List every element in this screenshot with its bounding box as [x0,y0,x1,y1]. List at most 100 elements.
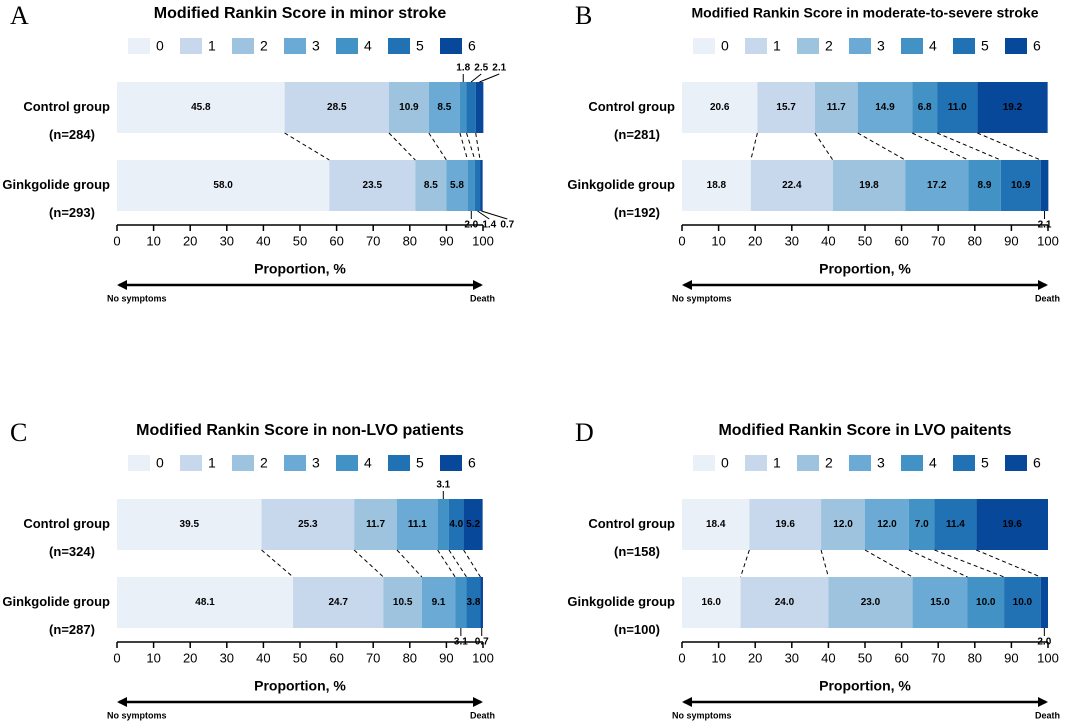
legend-swatch [849,38,871,54]
bar-segment [828,577,913,628]
value-label: 18.8 [707,180,727,191]
value-label: 11.4 [946,519,965,530]
legend-label: 5 [416,38,424,54]
bar-segment [415,160,447,211]
legend-swatch [336,38,358,54]
value-label: 2.5 [474,63,488,74]
legend-swatch [1005,38,1027,54]
x-tick-label: 60 [894,233,908,248]
x-tick-label: 90 [1004,233,1018,248]
bar-segment [448,499,464,550]
connector [814,132,834,161]
value-label: 9.1 [432,597,446,608]
leader-line [470,73,482,83]
annotation: No symptoms [672,710,732,720]
value-label: 5.8 [450,180,464,191]
value-label: 48.1 [195,597,215,608]
x-tick-label: 10 [711,650,725,665]
annotation: Death [1035,710,1060,720]
bar-segment [467,160,475,211]
value-label: 39.5 [180,519,200,530]
bar-segment [757,82,815,133]
value-label: 5.2 [466,519,480,530]
annotation: No symptoms [107,710,167,720]
value-label: 12.0 [833,519,853,530]
value-label: 11.0 [948,102,967,113]
legend-label: 1 [773,38,781,54]
x-tick-label: 0 [678,650,685,665]
panel-letter: D [575,418,594,447]
connector [911,132,969,161]
x-tick-label: 70 [931,650,945,665]
x-tick-label: 30 [785,233,799,248]
category-label: Ginkgolide group [2,594,110,609]
bar-segment [832,160,906,211]
bar-segment [682,160,751,211]
bar-segment [474,160,481,211]
bar-segment [1040,577,1048,628]
x-tick-label: 20 [183,233,197,248]
legend-label: 4 [364,38,372,54]
leader-line [481,210,508,220]
connector [353,549,384,578]
bar-segment [977,82,1048,133]
category-note: (n=284) [49,127,95,142]
x-tick-label: 80 [403,650,417,665]
bar-segment [117,499,262,550]
legend-label: 0 [721,455,729,471]
bar-segment [421,577,456,628]
x-axis-label: Proportion, % [819,678,911,694]
value-label: 1.4 [482,220,496,231]
legend-label: 4 [929,38,937,54]
bar-segment [354,499,397,550]
bar-segment [1000,160,1041,211]
chart-title: Modified Rankin Score in moderate-to-sev… [692,5,1039,21]
connector [864,549,913,578]
x-tick-label: 100 [472,233,494,248]
x-tick-label: 20 [748,650,762,665]
bar-segment [905,160,969,211]
value-label: 25.3 [298,519,318,530]
legend-label: 6 [1033,38,1041,54]
connector [396,549,423,578]
legend-swatch [901,455,923,471]
x-tick-label: 70 [366,233,380,248]
x-tick-label: 50 [858,233,872,248]
legend-swatch [440,455,462,471]
legend-swatch [180,38,202,54]
x-tick-label: 60 [894,650,908,665]
value-label: 16.0 [702,597,722,608]
category-label: Control group [588,99,675,114]
x-tick-label: 90 [439,233,453,248]
x-tick-label: 90 [439,650,453,665]
value-label: 19.8 [859,180,879,191]
bar-segment [908,499,935,550]
legend-swatch [128,38,150,54]
connector [908,549,968,578]
bar-segment [293,577,384,628]
category-label: Ginkgolide group [567,594,675,609]
bar-segment [682,82,758,133]
x-tick-label: 70 [931,233,945,248]
value-label: 10.5 [393,597,413,608]
annotation: Death [470,293,495,303]
value-label: 3.1 [436,480,450,491]
x-tick-label: 20 [183,650,197,665]
legend-label: 4 [364,455,372,471]
bar-segment [117,577,294,628]
legend-swatch [284,455,306,471]
legend-swatch [953,38,975,54]
leader-line [477,210,490,220]
legend-swatch [1005,455,1027,471]
legend-label: 3 [312,455,320,471]
value-label: 19.6 [775,519,795,530]
connector [261,549,294,578]
category-note: (n=100) [614,622,660,637]
bar-segment [463,499,483,550]
legend-swatch [693,455,715,471]
bar-segment [117,160,330,211]
x-tick-label: 90 [1004,650,1018,665]
connector [857,132,906,161]
legend-label: 5 [416,455,424,471]
x-axis-label: Proportion, % [819,261,911,277]
